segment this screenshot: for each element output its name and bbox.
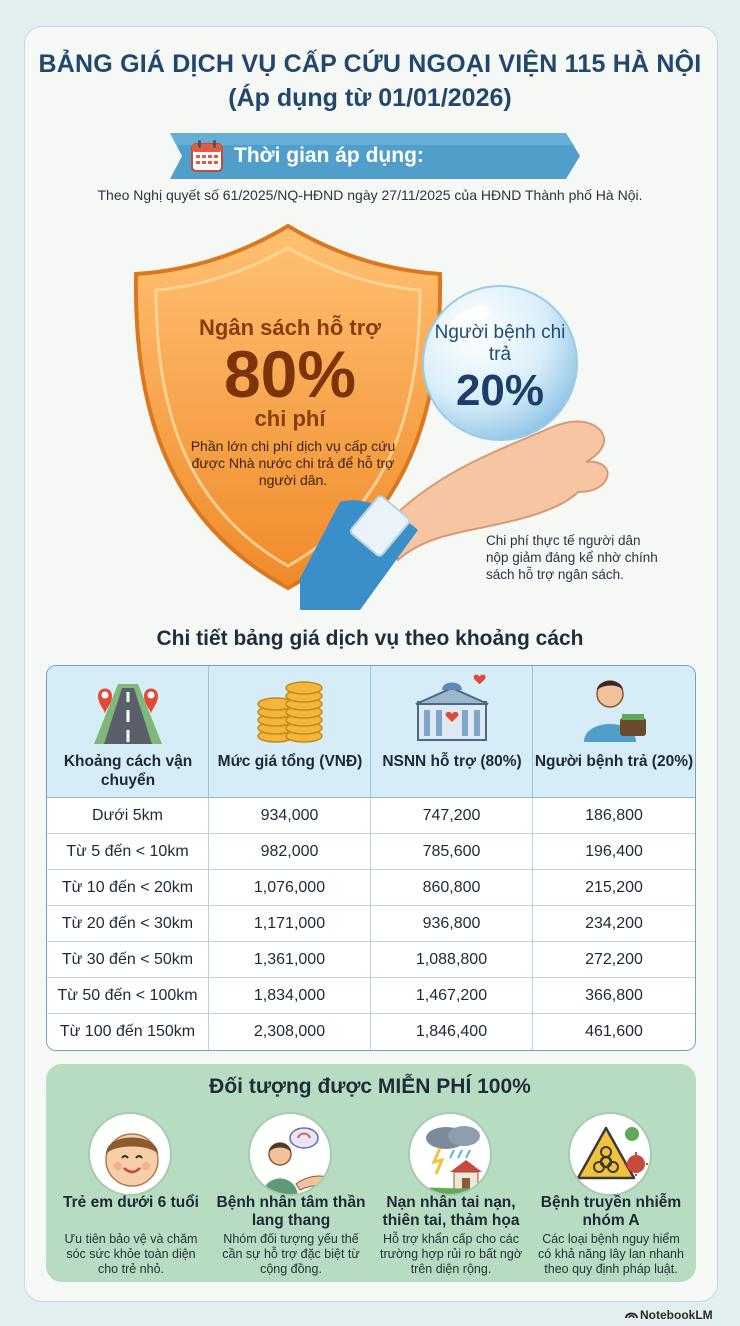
table-cell: 1,834,000 [209, 978, 371, 1014]
free-item-name: Trẻ em dưới 6 tuổi [63, 1194, 199, 1211]
hand-icon [300, 420, 609, 610]
free-item-name: Nạn nhân tai nạn, thiên tai, thảm họa [382, 1194, 520, 1229]
table-cell: 747,200 [371, 798, 533, 834]
header-label: Khoảng cách vận chuyển [63, 753, 193, 789]
price-table: Khoảng cách vận chuyển Mức giá tổng (VNĐ… [46, 665, 696, 1051]
free-item-name: Bệnh truyền nhiễm nhóm A [540, 1194, 682, 1229]
table-cell: Từ 30 đến < 50km [47, 942, 209, 978]
patient-percent: 20% [455, 366, 545, 415]
free-item-desc: Ưu tiên bảo vệ và chăm sóc sức khỏe toàn… [64, 1232, 198, 1276]
free-item-desc: Các loại bệnh nguy hiểm có khả năng lây … [538, 1232, 684, 1276]
government-building-icon [415, 674, 489, 741]
free-item-desc: Nhóm đối tượng yếu thế cần sự hỗ trợ đặc… [222, 1232, 360, 1276]
page-title: BẢNG GIÁ DỊCH VỤ CẤP CỨU NGOẠI VIỆN 115 … [38, 50, 702, 78]
helping-hand-person-icon [262, 1127, 330, 1194]
table-cell: 1,088,800 [371, 942, 533, 978]
table-cell: 785,600 [371, 834, 533, 870]
free-item-desc: Hỗ trợ khẩn cấp cho các trường hợp rủi r… [379, 1232, 523, 1276]
table-row: Từ 100 đến 150km 2,308,000 1,846,400 461,60… [47, 1014, 695, 1050]
table-row: Từ 5 đến < 10km 982,000 785,600 196,400 [47, 834, 695, 870]
table-cell: 234,200 [585, 915, 643, 932]
table-cell: 936,800 [371, 906, 533, 942]
calendar-icon [190, 139, 224, 173]
table-cell: 186,800 [585, 807, 643, 824]
bubble-icon [422, 285, 578, 441]
table-cell: 2,308,000 [209, 1014, 371, 1050]
table-row: Từ 10 đến < 20km 1,076,000 860,800 215,200 [47, 870, 695, 906]
table-row: Dưới 5km 934,000 747,200 186,800 [47, 798, 695, 834]
child-face-icon [105, 1133, 159, 1187]
patient-label: Người bệnh chi trả [434, 322, 566, 365]
road-map-pin-icon [94, 684, 162, 744]
table-cell: 934,000 [209, 798, 371, 834]
header-total: Mức giá tổng (VNĐ) [209, 666, 371, 798]
storm-house-icon [410, 1126, 490, 1194]
table-cell: 366,800 [585, 987, 643, 1004]
table-cell: 1,467,200 [371, 978, 533, 1014]
budget-label: Ngân sách hỗ trợ [199, 315, 381, 340]
patient-note: Chi phí thực tế người dân nộp giảm đáng … [486, 533, 658, 582]
table-cell: Từ 20 đến < 30km [47, 906, 209, 942]
effective-date-banner: Thời gian áp dụng: [170, 131, 580, 181]
budget-label-2: chi phí [254, 406, 326, 431]
table-cell: 860,800 [371, 870, 533, 906]
header-distance: Khoảng cách vận chuyển [47, 666, 209, 798]
header-label: NSNN hỗ trợ (80%) [382, 753, 522, 770]
table-cell: 215,200 [585, 879, 643, 896]
table-cell: 982,000 [209, 834, 371, 870]
table-cell: 1,076,000 [209, 870, 371, 906]
notebooklm-logo-icon [625, 1312, 638, 1319]
table-cell: Từ 5 đến < 10km [47, 834, 209, 870]
table-cell: 1,171,000 [209, 906, 371, 942]
table-cell: 272,200 [585, 951, 643, 968]
header-label: Mức giá tổng (VNĐ) [217, 753, 363, 770]
table-row: Từ 30 đến < 50km 1,361,000 1,088,800 272,20… [47, 942, 695, 978]
table-cell: Từ 100 đến 150km [47, 1014, 209, 1050]
free-item-name: Bệnh nhân tâm thần lang thang [216, 1194, 366, 1229]
brand-label: NotebookLM [640, 1308, 713, 1322]
header-state-support: NSNN hỗ trợ (80%) [371, 666, 533, 798]
decree-text: Theo Nghị quyết số 61/2025/NQ-HĐND ngày … [97, 187, 643, 203]
table-cell: Từ 50 đến < 100km [47, 978, 209, 1014]
table-cell: 1,846,400 [371, 1014, 533, 1050]
table-cell: 196,400 [585, 843, 643, 860]
table-title: Chi tiết bảng giá dịch vụ theo khoảng cá… [156, 627, 584, 650]
table-cell: Dưới 5km [47, 798, 209, 834]
table-cell: 1,361,000 [209, 942, 371, 978]
budget-description: Phần lớn chi phí dịch vụ cấp cứu được Nh… [190, 438, 396, 488]
coin-stack-icon [257, 681, 323, 743]
table-row: Từ 50 đến < 100km 1,834,000 1,467,200 366,8… [47, 978, 695, 1014]
table-header: Khoảng cách vận chuyển Mức giá tổng (VNĐ… [47, 666, 695, 798]
free-section-title: Đối tượng được MIỄN PHÍ 100% [209, 1075, 531, 1098]
biohazard-icon [576, 1126, 648, 1180]
shield-icon [133, 223, 443, 591]
table-cell: Từ 10 đến < 20km [47, 870, 209, 906]
table-cell: 461,600 [585, 1023, 643, 1040]
budget-percent: 80% [223, 337, 357, 411]
table-row: Từ 20 đến < 30km 1,171,000 936,800 234,200 [47, 906, 695, 942]
person-wallet-icon [584, 680, 646, 742]
banner-label: Thời gian áp dụng: [234, 144, 424, 167]
header-patient-pays: Người bệnh trả (20%) [533, 666, 695, 798]
header-label: Người bệnh trả (20%) [534, 753, 694, 770]
page-subtitle: (Áp dụng từ 01/01/2026) [228, 84, 512, 112]
